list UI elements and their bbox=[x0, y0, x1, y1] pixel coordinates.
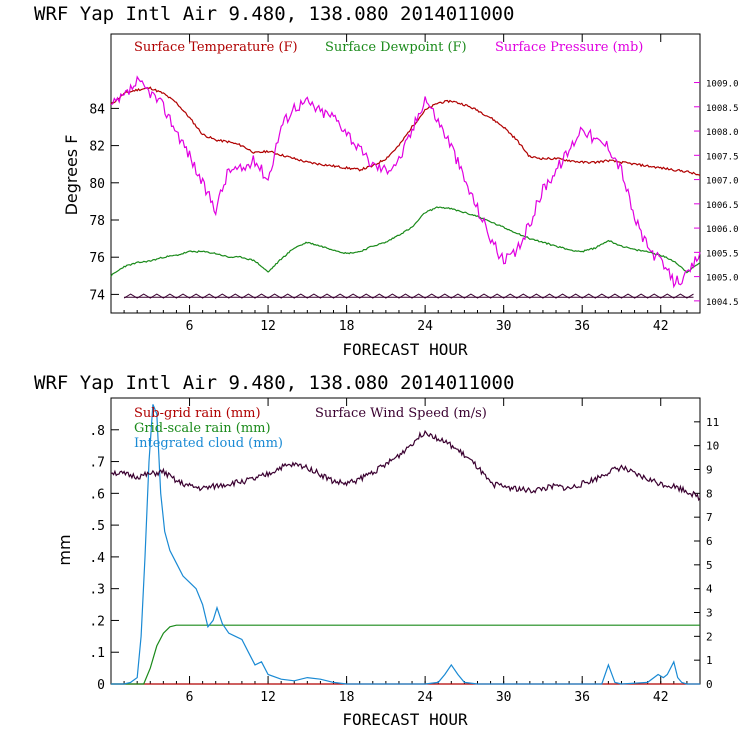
x-tick-label: 18 bbox=[339, 319, 355, 334]
temperature-line bbox=[110, 86, 701, 176]
x-tick-label: 12 bbox=[260, 319, 276, 334]
y2-tick-label: 1007.5 bbox=[706, 152, 739, 162]
y-tick-label: 82 bbox=[89, 140, 105, 155]
y-tick-label: .8 bbox=[89, 424, 105, 439]
integrated-cloud-line bbox=[111, 404, 700, 685]
bottom-y-axis-label: mm bbox=[55, 534, 74, 565]
y-tick-label: .3 bbox=[89, 583, 105, 598]
y-tick-label: .7 bbox=[89, 456, 105, 471]
y-tick-label: 74 bbox=[89, 288, 105, 303]
x-tick-label: 18 bbox=[339, 690, 355, 705]
y-tick-label: 0 bbox=[97, 678, 105, 693]
bottom-x-axis-label: FORECAST HOUR bbox=[342, 710, 468, 729]
bottom-plot-area: 6 12 18 24 30 36 420.1.2.3.4.5.6.7.80123456789… bbox=[89, 398, 719, 705]
y2-tick-label: 1007.0 bbox=[706, 177, 739, 187]
x-tick-label: 24 bbox=[417, 319, 433, 334]
legend-gridscale-rain: Grid-scale rain (mm) bbox=[134, 421, 271, 436]
top-plot-area: 6 12 18 24 30 36 42 74 76 78 80 82 84 1004.5 1005.0 100… bbox=[89, 34, 739, 334]
top-chart-title: WRF Yap Intl Air 9.480, 138.080 20140110… bbox=[34, 3, 514, 25]
y2-tick-label: 6 bbox=[706, 535, 713, 548]
y-tick-label: .1 bbox=[89, 646, 105, 661]
legend-integrated-cloud: Integrated cloud (mm) bbox=[134, 436, 283, 451]
pressure-line bbox=[110, 75, 701, 289]
x-tick-label: 42 bbox=[653, 690, 669, 705]
y2-tick-label: 4 bbox=[706, 583, 713, 596]
top-y-axis-label: Degrees F bbox=[62, 135, 81, 216]
y2-tick-label: 1004.5 bbox=[706, 298, 739, 308]
x-tick-label: 6 bbox=[186, 690, 194, 705]
y2-tick-label: 5 bbox=[706, 559, 713, 572]
x-tick-label: 30 bbox=[496, 319, 512, 334]
y2-tick-label: 1005.0 bbox=[706, 274, 739, 284]
y-tick-label: 80 bbox=[89, 177, 105, 192]
x-tick-label: 42 bbox=[653, 319, 669, 334]
y-tick-label: 76 bbox=[89, 251, 105, 266]
y2-tick-label: 2 bbox=[706, 630, 713, 643]
y-tick-label: 78 bbox=[89, 214, 105, 229]
top-x-axis-label: FORECAST HOUR bbox=[342, 340, 468, 359]
y2-tick-label: 1008.5 bbox=[706, 104, 739, 114]
x-tick-label: 24 bbox=[417, 690, 433, 705]
x-tick-label: 12 bbox=[260, 690, 276, 705]
y2-tick-label: 1006.0 bbox=[706, 225, 739, 235]
y2-tick-label: 11 bbox=[706, 416, 719, 429]
y2-tick-label: 10 bbox=[706, 440, 719, 453]
y-tick-label: 84 bbox=[89, 102, 105, 117]
gridscale-rain-line bbox=[111, 624, 700, 685]
top-plot-frame bbox=[110, 33, 701, 314]
x-tick-label: 30 bbox=[496, 690, 512, 705]
bottom-chart-title: WRF Yap Intl Air 9.480, 138.080 20140110… bbox=[34, 372, 514, 394]
y2-tick-label: 1009.0 bbox=[706, 80, 739, 90]
y-tick-label: .4 bbox=[89, 551, 105, 566]
legend-temperature: Surface Temperature (F) bbox=[134, 40, 298, 55]
y2-tick-label: 8 bbox=[706, 487, 713, 500]
legend-dewpoint: Surface Dewpoint (F) bbox=[325, 40, 467, 55]
y-tick-label: .5 bbox=[89, 519, 105, 534]
wind-speed-line bbox=[110, 429, 701, 502]
x-tick-label: 6 bbox=[186, 319, 194, 334]
y-tick-label: .6 bbox=[89, 487, 105, 502]
x-tick-label: 36 bbox=[574, 319, 590, 334]
x-tick-label: 36 bbox=[574, 690, 590, 705]
dewpoint-line bbox=[110, 206, 701, 277]
legend-pressure: Surface Pressure (mb) bbox=[495, 40, 643, 55]
y2-tick-label: 3 bbox=[706, 607, 713, 620]
y2-tick-label: 7 bbox=[706, 511, 713, 524]
y2-tick-label: 1005.5 bbox=[706, 249, 739, 259]
wind-barb-row bbox=[123, 293, 694, 299]
y2-tick-label: 0 bbox=[706, 678, 713, 691]
legend-subgrid-rain: Sub-grid rain (mm) bbox=[134, 406, 261, 421]
y2-tick-label: 1 bbox=[706, 654, 713, 667]
y2-tick-label: 9 bbox=[706, 464, 713, 477]
y2-tick-label: 1006.5 bbox=[706, 201, 739, 211]
y2-tick-label: 1008.0 bbox=[706, 128, 739, 138]
y-tick-label: .2 bbox=[89, 614, 105, 629]
legend-wind-speed: Surface Wind Speed (m/s) bbox=[315, 406, 487, 421]
